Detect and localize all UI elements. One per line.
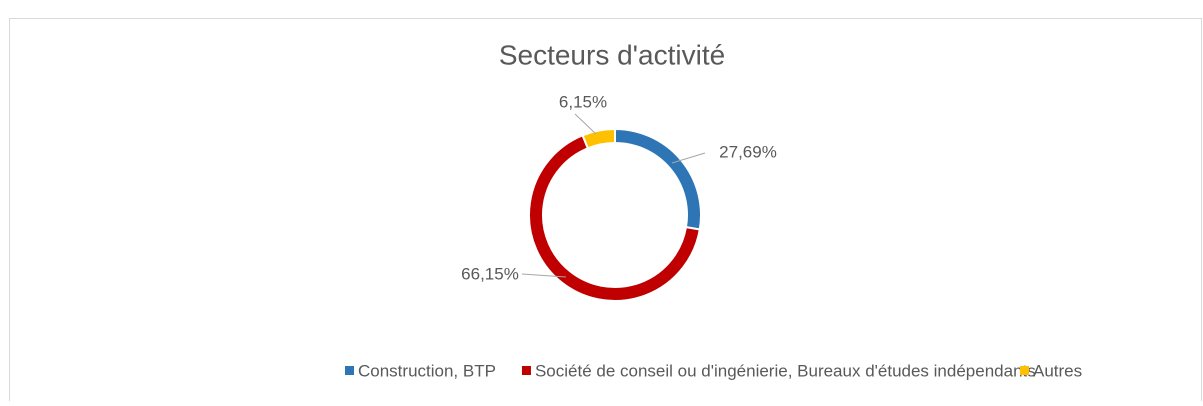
leader-line	[574, 113, 597, 135]
legend-swatch	[1020, 366, 1029, 375]
legend-swatch	[345, 366, 354, 375]
data-label: 27,69%	[719, 142, 777, 161]
legend-label: Société de conseil ou d'ingénierie, Bure…	[535, 361, 1036, 380]
legend-swatch	[521, 366, 531, 375]
legend-label: Autres	[1033, 361, 1082, 380]
chart-title: Secteurs d'activité	[499, 39, 725, 70]
legend-label: Construction, BTP	[358, 361, 496, 380]
doughnut-segment	[581, 127, 616, 150]
leader-line	[671, 152, 706, 164]
data-label: 66,15%	[461, 264, 519, 283]
leader-line	[521, 273, 567, 278]
data-label: 6,15%	[559, 92, 607, 111]
chart-frame	[9, 18, 1202, 406]
